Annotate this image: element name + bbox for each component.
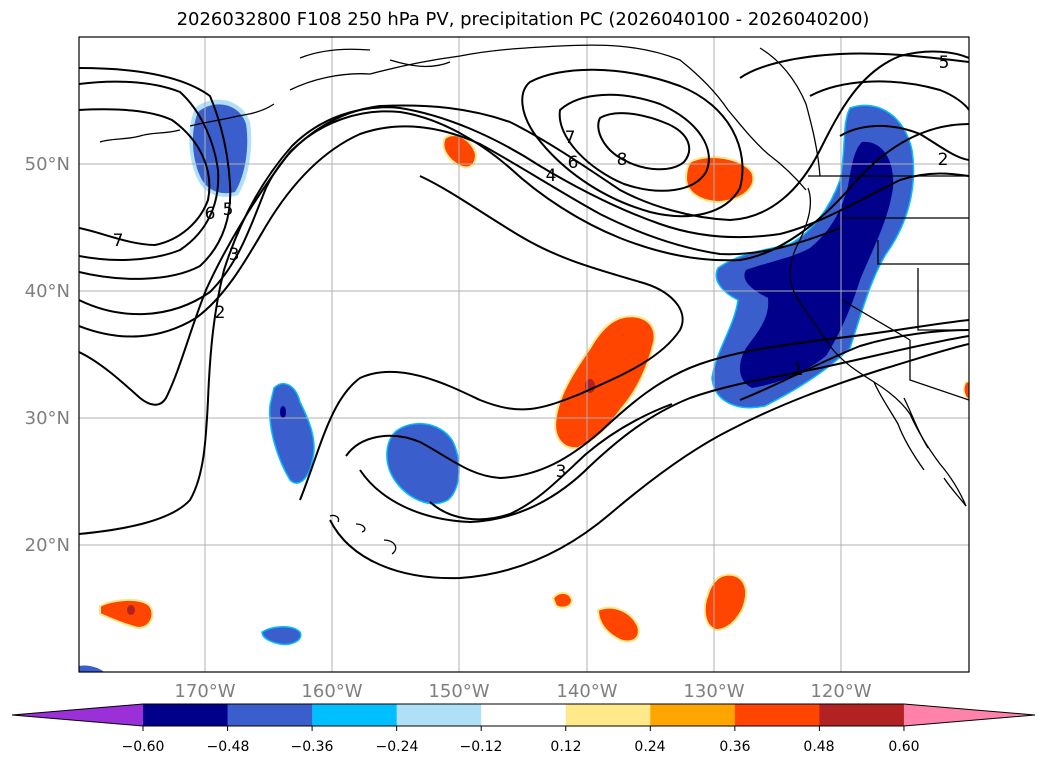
contour-label: 4	[546, 166, 557, 186]
colorbar-swatch	[819, 704, 905, 726]
positive-anomaly-gulf	[684, 156, 755, 204]
colorbar-swatch	[396, 704, 482, 726]
colorbar-swatch	[481, 704, 567, 726]
colorbar-tick-labels: −0.60 −0.48 −0.36 −0.24 −0.12 0.12 0.24 …	[122, 739, 920, 755]
pv-contour-5-west	[79, 67, 232, 280]
colorbar-tick-label: 0.24	[634, 739, 665, 755]
map-panel: 7 6 5 3 2 7 6 4 8 5 2 1 3	[78, 36, 970, 673]
colorbar-tick-label: −0.36	[291, 739, 334, 755]
pv-contour-2-east-b	[839, 125, 969, 161]
contour-label: 8	[617, 150, 628, 170]
colorbar-tick-label: 0.36	[719, 739, 750, 755]
contour-label: 7	[565, 128, 576, 148]
pv-contour-trough	[299, 175, 684, 501]
lat-tick-label: 50°N	[25, 154, 70, 175]
contour-labels: 7 6 5 3 2 7 6 4 8 5 2 1 3	[113, 53, 950, 482]
colorbar-extend-high	[903, 704, 1035, 726]
colorbar-tick-label: −0.60	[122, 739, 165, 755]
contour-label: 1	[793, 360, 804, 380]
lon-tick-label: 130°W	[683, 681, 744, 702]
contour-label: 7	[113, 231, 124, 251]
contour-label: 3	[556, 462, 567, 482]
pv-contour-2-south	[79, 106, 969, 535]
colorbar: −0.60 −0.48 −0.36 −0.24 −0.12 0.12 0.24 …	[11, 703, 1036, 755]
pv-contour-6-west	[79, 80, 220, 261]
pv-contour-7	[558, 93, 710, 192]
contour-label: 2	[215, 303, 226, 323]
lon-tick-label: 170°W	[174, 681, 235, 702]
negative-anomaly-south	[386, 422, 460, 505]
pv-contour-1	[79, 125, 841, 338]
pv-contour-trough-4	[359, 335, 969, 524]
positive-anomaly-sw	[99, 599, 154, 630]
lat-tick-label: 40°N	[25, 281, 70, 302]
negative-anomaly-corner	[79, 665, 104, 672]
lon-tick-label: 140°W	[556, 681, 617, 702]
colorbar-tick-label: −0.12	[460, 739, 503, 755]
alaska-coast	[289, 44, 807, 191]
lon-tick-label: 120°W	[810, 681, 871, 702]
coastlines	[99, 44, 969, 555]
lat-tick-label: 20°N	[25, 535, 70, 556]
contour-label: 3	[229, 245, 240, 265]
lat-tick-label: 30°N	[25, 408, 70, 429]
colorbar-swatch	[143, 704, 229, 726]
figure-title: 2026032800 F108 250 hPa PV, precipitatio…	[177, 9, 870, 30]
hawaii	[329, 514, 397, 555]
colorbar-extend-low	[12, 704, 143, 726]
pv-contours	[79, 50, 969, 580]
positive-anomaly-s1	[551, 592, 574, 609]
lon-tick-label: 150°W	[428, 681, 489, 702]
mexico-coast	[943, 477, 967, 507]
contour-label: 2	[938, 150, 949, 170]
pv-contour-2-east	[809, 80, 969, 111]
pv-contour-1-east	[739, 329, 969, 401]
colorbar-tick-label: 0.12	[550, 739, 581, 755]
colorbar-swatch	[650, 704, 736, 726]
contour-label: 5	[223, 200, 234, 220]
pv-contour-3	[79, 50, 969, 316]
colorbar-swatch	[565, 704, 651, 726]
negative-anomaly-small	[261, 626, 302, 646]
pv-contour-6	[521, 68, 744, 218]
pv-contour-5-east	[739, 52, 969, 79]
colorbar-swatch	[734, 704, 820, 726]
positive-anomaly-east	[963, 381, 969, 401]
map-frame	[78, 36, 970, 673]
pv-contour-trough-3	[345, 319, 969, 480]
pv-contour-7-west	[79, 108, 211, 247]
colorbar-segments	[11, 703, 1036, 727]
us-west-coast	[789, 187, 967, 507]
colorbar-tick-label: 0.60	[888, 739, 919, 755]
positive-anomaly-s3	[703, 573, 748, 632]
pv-contour-2	[79, 110, 969, 406]
colorbar-swatch	[312, 704, 398, 726]
colorbar-tick-label: 0.48	[803, 739, 834, 755]
lon-tick-label: 160°W	[301, 681, 362, 702]
colorbar-ticks	[142, 726, 905, 731]
colorbar-tick-label: −0.48	[207, 739, 250, 755]
colorbar-tick-label: −0.24	[376, 739, 419, 755]
positive-anomaly-s2	[596, 606, 640, 643]
baja	[873, 381, 929, 471]
lat-tick-labels: 20°N 30°N 40°N 50°N	[25, 154, 70, 556]
pv-contour-trough-5	[429, 403, 673, 521]
pv-contour-8	[597, 112, 691, 171]
colorbar-swatch	[227, 704, 313, 726]
contour-label: 5	[939, 53, 950, 73]
state-borders	[841, 217, 969, 401]
lon-tick-labels: 170°W 160°W 150°W 140°W 130°W 120°W	[174, 681, 871, 702]
contour-label: 6	[205, 204, 216, 224]
contour-label: 6	[568, 153, 579, 173]
pv-contour-trough-2	[329, 343, 969, 580]
